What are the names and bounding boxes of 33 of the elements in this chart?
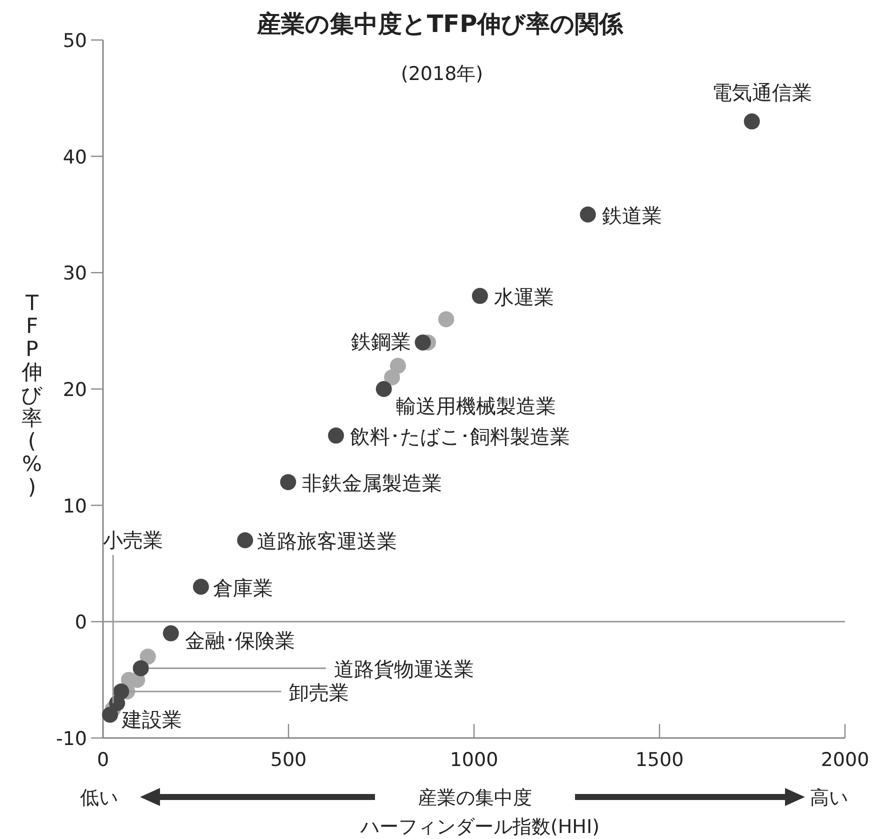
x-tick-label: 0 xyxy=(96,749,110,771)
annotation: 建設業 xyxy=(121,708,182,732)
annotation: 飲料･たばこ･飼料製造業 xyxy=(350,424,570,449)
annotation: 鉄道業 xyxy=(602,204,662,228)
annotation: 電気通信業 xyxy=(712,80,812,104)
y-tick-label: 30 xyxy=(62,262,87,285)
y-tick-label: 50 xyxy=(62,30,87,52)
y-tick-label: 0 xyxy=(74,612,87,634)
annotation: 倉庫業 xyxy=(212,576,273,600)
y-tick-label: 40 xyxy=(62,146,87,168)
x-tick-label: 500 xyxy=(270,749,307,771)
annotation: 鉄鋼業 xyxy=(350,329,411,354)
x-tick-label: 1000 xyxy=(450,749,498,771)
annotation: 卸売業 xyxy=(289,680,350,704)
annotation: 非鉄金属製造業 xyxy=(302,471,442,496)
annotation: 小売業 xyxy=(103,528,164,552)
text: TFP伸び率(%) xyxy=(21,291,43,499)
text: 産業の集中度 xyxy=(418,787,532,809)
text: (2018年) xyxy=(400,63,484,85)
annotation: 金融･保険業 xyxy=(184,628,295,652)
x-tick-label: 2000 xyxy=(820,749,870,771)
text: 高い xyxy=(810,787,848,809)
x-axis-title: ハーフィンダール指数(HHI) xyxy=(359,816,600,838)
annotation: 輸送用機械製造業 xyxy=(396,394,556,418)
text: 低い xyxy=(80,787,118,809)
x-tick-label: 1500 xyxy=(635,749,684,771)
y-tick-label: 20 xyxy=(62,379,87,401)
y-tick-label: -10 xyxy=(56,728,87,750)
annotation: 道路貨物運送業 xyxy=(334,657,474,682)
annotation: 道路旅客運送業 xyxy=(257,529,398,554)
annotation: 水運業 xyxy=(494,284,554,309)
chart-title: 産業の集中度とTFP伸び率の関係 xyxy=(256,10,624,38)
y-tick-label: 10 xyxy=(62,495,87,518)
